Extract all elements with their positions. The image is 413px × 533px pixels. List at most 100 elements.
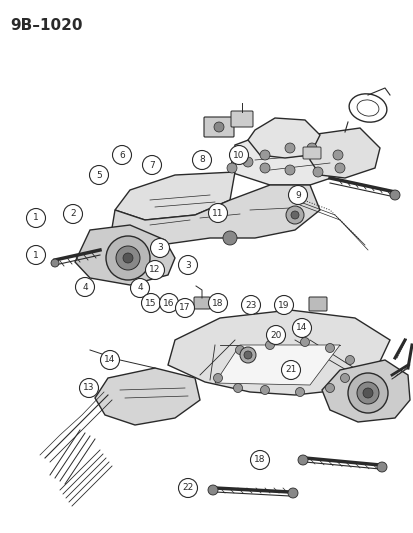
Circle shape: [334, 163, 344, 173]
Circle shape: [100, 351, 119, 369]
Text: 1: 1: [33, 251, 39, 260]
Circle shape: [159, 294, 178, 312]
Circle shape: [178, 255, 197, 274]
Circle shape: [260, 385, 269, 394]
Circle shape: [235, 345, 244, 354]
Circle shape: [288, 185, 307, 205]
Text: 4: 4: [137, 284, 142, 293]
Circle shape: [213, 374, 222, 383]
Polygon shape: [247, 118, 319, 158]
Circle shape: [106, 236, 150, 280]
Text: 8: 8: [199, 156, 204, 165]
Text: 21: 21: [285, 366, 296, 375]
Circle shape: [242, 157, 252, 167]
Circle shape: [300, 337, 309, 346]
Circle shape: [51, 259, 59, 267]
Circle shape: [207, 485, 218, 495]
Text: 14: 14: [104, 356, 115, 365]
Polygon shape: [95, 368, 199, 425]
Circle shape: [265, 341, 274, 350]
Text: 17: 17: [179, 303, 190, 312]
Circle shape: [89, 166, 108, 184]
Circle shape: [214, 122, 223, 132]
Circle shape: [79, 378, 98, 398]
FancyBboxPatch shape: [194, 297, 209, 309]
Circle shape: [356, 382, 378, 404]
Circle shape: [178, 479, 197, 497]
Circle shape: [145, 261, 164, 279]
Circle shape: [362, 388, 372, 398]
Text: 11: 11: [212, 208, 223, 217]
Circle shape: [26, 208, 45, 228]
Text: 20: 20: [270, 330, 281, 340]
Circle shape: [208, 204, 227, 222]
Polygon shape: [168, 310, 389, 395]
Polygon shape: [309, 128, 379, 178]
Circle shape: [26, 246, 45, 264]
Circle shape: [266, 326, 285, 344]
Text: 3: 3: [157, 244, 162, 253]
Circle shape: [292, 319, 311, 337]
Text: 9: 9: [294, 190, 300, 199]
Circle shape: [243, 351, 252, 359]
Polygon shape: [75, 225, 175, 285]
Polygon shape: [214, 345, 339, 385]
Circle shape: [325, 343, 334, 352]
Polygon shape: [230, 130, 344, 185]
Text: 19: 19: [278, 301, 289, 310]
Text: 2: 2: [70, 209, 76, 219]
Circle shape: [312, 167, 322, 177]
Circle shape: [142, 156, 161, 174]
Circle shape: [141, 294, 160, 312]
Text: 6: 6: [119, 150, 125, 159]
Text: 13: 13: [83, 384, 95, 392]
Text: 5: 5: [96, 171, 102, 180]
FancyBboxPatch shape: [230, 111, 252, 127]
Polygon shape: [321, 360, 409, 422]
FancyBboxPatch shape: [308, 297, 326, 311]
Text: 18: 18: [212, 298, 223, 308]
Circle shape: [339, 374, 349, 383]
Circle shape: [345, 356, 354, 365]
Circle shape: [376, 462, 386, 472]
Circle shape: [112, 146, 131, 165]
Text: 15: 15: [145, 298, 157, 308]
Text: 4: 4: [82, 282, 88, 292]
Circle shape: [284, 143, 294, 153]
Circle shape: [259, 163, 269, 173]
Text: 14: 14: [296, 324, 307, 333]
Circle shape: [332, 150, 342, 160]
Circle shape: [290, 211, 298, 219]
Circle shape: [175, 298, 194, 318]
Circle shape: [297, 455, 307, 465]
Circle shape: [130, 279, 149, 297]
Text: 3: 3: [185, 261, 190, 270]
Circle shape: [287, 488, 297, 498]
Circle shape: [226, 163, 236, 173]
FancyBboxPatch shape: [302, 147, 320, 159]
Text: 22: 22: [182, 483, 193, 492]
Circle shape: [75, 278, 94, 296]
Text: 12: 12: [149, 265, 160, 274]
Circle shape: [240, 347, 255, 363]
Circle shape: [347, 373, 387, 413]
Circle shape: [295, 387, 304, 397]
Circle shape: [150, 238, 169, 257]
Text: 7: 7: [149, 160, 154, 169]
Circle shape: [250, 450, 269, 470]
Circle shape: [259, 150, 269, 160]
Circle shape: [274, 295, 293, 314]
FancyBboxPatch shape: [204, 117, 233, 137]
Text: 16: 16: [163, 298, 174, 308]
Circle shape: [281, 360, 300, 379]
Polygon shape: [110, 185, 319, 245]
Circle shape: [233, 384, 242, 392]
Circle shape: [325, 384, 334, 392]
Circle shape: [284, 165, 294, 175]
Polygon shape: [115, 172, 235, 220]
Circle shape: [63, 205, 82, 223]
Circle shape: [192, 150, 211, 169]
Circle shape: [389, 190, 399, 200]
Circle shape: [223, 231, 236, 245]
Circle shape: [123, 253, 133, 263]
